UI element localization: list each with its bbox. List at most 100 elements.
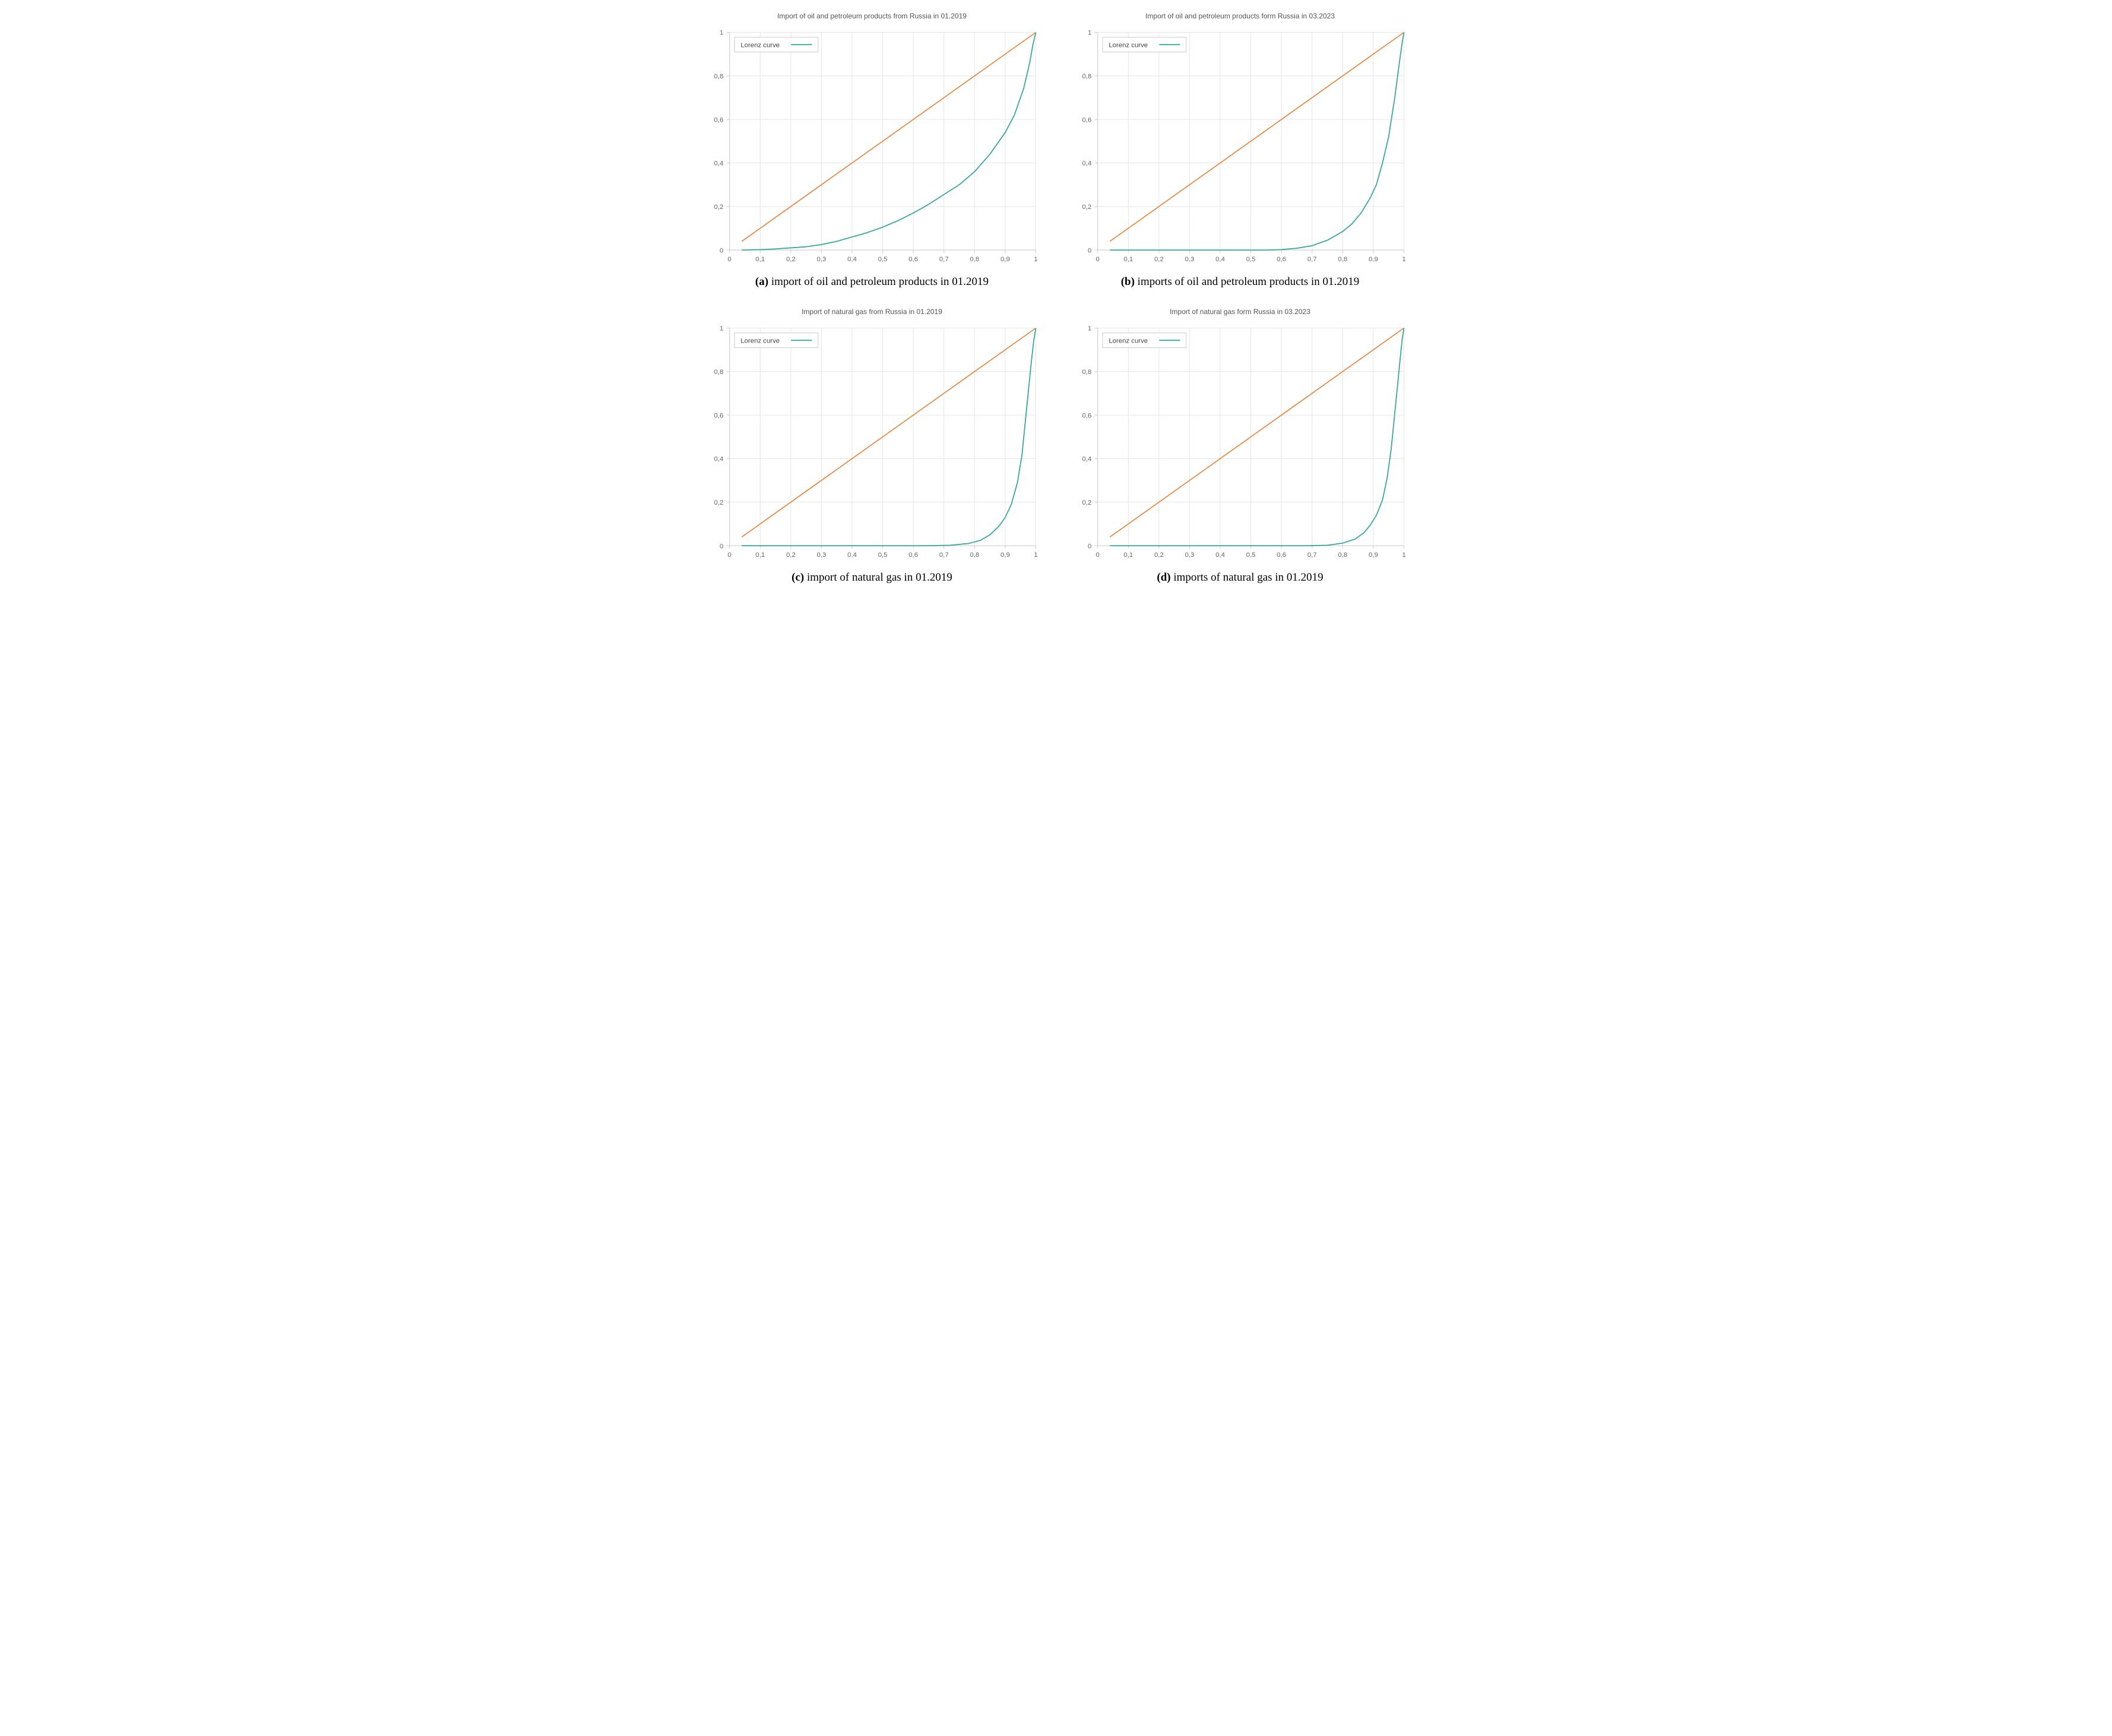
y-tick-label: 0,2 <box>714 204 723 211</box>
x-tick-label: 0,7 <box>939 256 948 263</box>
y-tick-label: 0,8 <box>1082 369 1091 376</box>
y-tick-label: 0,8 <box>714 73 723 80</box>
y-tick-label: 0 <box>1088 247 1091 254</box>
x-tick-label: 0,9 <box>1369 552 1378 559</box>
x-tick-label: 0,9 <box>1000 256 1010 263</box>
x-tick-label: 0,9 <box>1369 256 1378 263</box>
x-tick-label: 0,8 <box>970 552 979 559</box>
panel-caption-text: import of natural gas in 01.2019 <box>804 571 952 584</box>
y-tick-label: 0 <box>720 543 723 550</box>
x-tick-label: 0,5 <box>1246 552 1255 559</box>
x-tick-label: 0,8 <box>970 256 979 263</box>
chart-title: Import of oil and petroleum products for… <box>1145 12 1335 20</box>
panel-caption-text: imports of natural gas in 01.2019 <box>1171 571 1323 584</box>
x-tick-label: 0 <box>727 256 731 263</box>
x-tick-label: 0 <box>1095 256 1099 263</box>
x-tick-label: 0,1 <box>755 256 765 263</box>
x-tick-label: 0,3 <box>816 256 826 263</box>
x-tick-label: 0,7 <box>939 552 948 559</box>
x-tick-label: 0,1 <box>1123 552 1133 559</box>
chart-title: Import of natural gas from Russia in 01.… <box>802 308 942 316</box>
x-tick-label: 0,6 <box>1277 552 1286 559</box>
chart-grid: Import of oil and petroleum products fro… <box>700 12 1413 585</box>
y-tick-label: 0,4 <box>714 456 723 463</box>
y-tick-label: 1 <box>720 30 723 37</box>
chart-panel-b: Import of oil and petroleum products for… <box>1068 12 1413 290</box>
x-tick-label: 0,8 <box>1338 256 1347 263</box>
panel-caption-label: (a) <box>755 275 768 288</box>
panel-caption-text: import of oil and petroleum products in … <box>768 275 989 288</box>
x-tick-label: 0 <box>1095 552 1099 559</box>
panel-caption-label: (d) <box>1157 571 1170 584</box>
chart-svg-wrap: 0 0,1 0,2 0,3 0,4 0,5 0,6 0,7 0,8 0,9 1 0 0,2 0,4 0,6 0… <box>700 24 1044 270</box>
chart-title: Import of natural gas form Russia in 03.… <box>1170 308 1310 316</box>
panel-caption-label: (b) <box>1121 275 1135 288</box>
x-tick-label: 0,2 <box>1154 552 1163 559</box>
legend-label: Lorenz curve <box>1109 42 1148 49</box>
x-tick-label: 1 <box>1402 552 1405 559</box>
x-tick-label: 1 <box>1034 552 1037 559</box>
y-tick-label: 0,4 <box>1082 456 1091 463</box>
y-tick-label: 0,8 <box>1082 73 1091 80</box>
x-tick-label: 0,8 <box>1338 552 1347 559</box>
x-tick-label: 0,3 <box>1185 552 1194 559</box>
lorenz-chart: 0 0,1 0,2 0,3 0,4 0,5 0,6 0,7 0,8 0,9 1 0 0,2 0,4 0,6 0… <box>1068 319 1413 565</box>
x-tick-label: 0 <box>727 552 731 559</box>
x-tick-label: 0,4 <box>1215 552 1225 559</box>
chart-svg-wrap: 0 0,1 0,2 0,3 0,4 0,5 0,6 0,7 0,8 0,9 1 0 0,2 0,4 0,6 0… <box>1068 319 1413 565</box>
y-tick-label: 0,6 <box>714 412 723 419</box>
chart-panel-d: Import of natural gas form Russia in 03.… <box>1068 308 1413 585</box>
chart-title: Import of oil and petroleum products fro… <box>777 12 967 20</box>
x-tick-label: 0,1 <box>1123 256 1133 263</box>
legend-label: Lorenz curve <box>740 42 780 49</box>
legend-label: Lorenz curve <box>1109 337 1148 344</box>
y-tick-label: 0,2 <box>1082 499 1091 506</box>
x-tick-label: 0,2 <box>786 256 795 263</box>
chart-svg-wrap: 00,10,20,30,40,50,60,70,80,9100,20,40,60… <box>700 319 1044 565</box>
x-tick-label: 0,7 <box>1307 256 1316 263</box>
y-tick-label: 0,2 <box>1082 204 1091 211</box>
y-tick-label: 0 <box>720 247 723 254</box>
y-tick-label: 0,6 <box>714 116 723 123</box>
y-tick-label: 0 <box>1088 543 1091 550</box>
x-tick-label: 0,4 <box>1215 256 1225 263</box>
x-tick-label: 0,4 <box>847 256 857 263</box>
y-tick-label: 0,4 <box>714 160 723 167</box>
lorenz-chart: 0 0,1 0,2 0,3 0,4 0,5 0,6 0,7 0,8 0,9 1 0 0,2 0,4 0,6 0… <box>700 24 1044 270</box>
x-tick-label: 0,7 <box>1307 552 1316 559</box>
chart-svg-wrap: 0 0,1 0,2 0,3 0,4 0,5 0,6 0,7 0,8 0,9 1 0 0,2 0,4 0,6 0… <box>1068 24 1413 270</box>
legend-label: Lorenz curve <box>740 337 780 344</box>
lorenz-chart: 0 0,1 0,2 0,3 0,4 0,5 0,6 0,7 0,8 0,9 1 0 0,2 0,4 0,6 0… <box>1068 24 1413 270</box>
x-tick-label: 1 <box>1034 256 1037 263</box>
x-tick-label: 1 <box>1402 256 1405 263</box>
panel-caption: (c) import of natural gas in 01.2019 <box>791 570 952 585</box>
panel-caption-label: (c) <box>791 571 804 584</box>
panel-caption: (d) imports of natural gas in 01.2019 <box>1157 570 1323 585</box>
y-tick-label: 0,8 <box>714 369 723 376</box>
y-tick-label: 0,6 <box>1082 116 1091 123</box>
x-tick-label: 0,4 <box>847 552 857 559</box>
x-tick-label: 0,6 <box>908 256 918 263</box>
x-tick-label: 0,6 <box>1277 256 1286 263</box>
lorenz-chart: 00,10,20,30,40,50,60,70,80,9100,20,40,60… <box>700 319 1044 565</box>
y-tick-label: 1 <box>720 325 723 332</box>
y-tick-label: 0,2 <box>714 499 723 506</box>
y-tick-label: 1 <box>1088 30 1091 37</box>
y-tick-label: 1 <box>1088 325 1091 332</box>
panel-caption: (a) import of oil and petroleum products… <box>755 274 989 290</box>
chart-panel-a: Import of oil and petroleum products fro… <box>700 12 1044 290</box>
x-tick-label: 0,5 <box>878 552 887 559</box>
chart-panel-c: Import of natural gas from Russia in 01.… <box>700 308 1044 585</box>
x-tick-label: 0,1 <box>755 552 765 559</box>
panel-caption: (b) imports of oil and petroleum product… <box>1121 274 1360 290</box>
x-tick-label: 0,6 <box>908 552 918 559</box>
y-tick-label: 0,6 <box>1082 412 1091 419</box>
x-tick-label: 0,3 <box>1185 256 1194 263</box>
y-tick-label: 0,4 <box>1082 160 1091 167</box>
x-tick-label: 0,2 <box>786 552 795 559</box>
panel-caption-text: imports of oil and petroleum products in… <box>1135 275 1359 288</box>
x-tick-label: 0,5 <box>1246 256 1255 263</box>
x-tick-label: 0,9 <box>1000 552 1010 559</box>
x-tick-label: 0,5 <box>878 256 887 263</box>
x-tick-label: 0,2 <box>1154 256 1163 263</box>
